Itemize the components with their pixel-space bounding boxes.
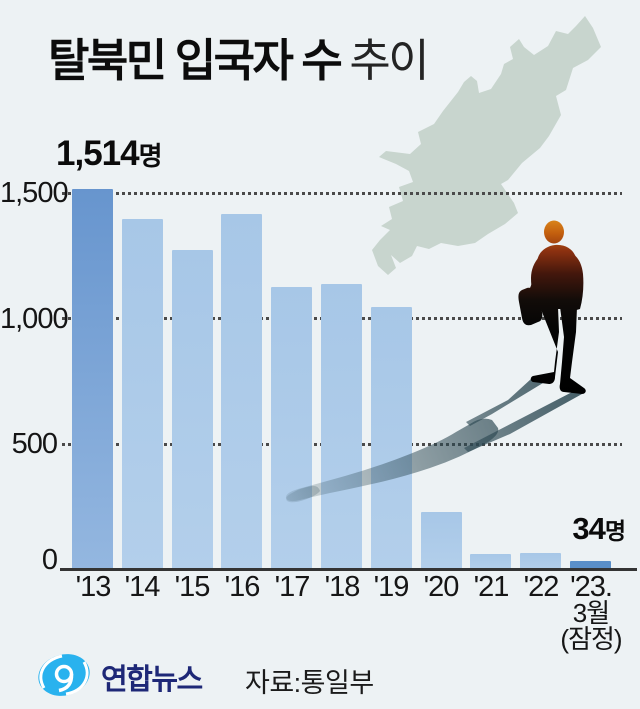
x-tick-label: '23. (570, 571, 613, 603)
bar (520, 553, 561, 570)
shadow-leg-streak (466, 379, 543, 426)
axis-baseline (60, 568, 637, 571)
bar (72, 189, 113, 570)
long-shadow (285, 379, 582, 503)
yonhap-logo-icon (38, 654, 90, 696)
x-tick-label: '22 (523, 571, 560, 603)
bar (421, 512, 462, 570)
page-title-sub: 추이 (349, 35, 429, 86)
x-tick: '15 (157, 571, 227, 603)
x-tick-label: '17 (274, 571, 311, 603)
value-label-last: 34명 (552, 511, 626, 547)
x-tick-label: '18 (324, 571, 361, 603)
bar (271, 287, 312, 570)
bar (122, 219, 163, 570)
bar (371, 307, 412, 570)
figure-left-leg (530, 307, 559, 384)
bar (221, 214, 262, 570)
shadow-body (285, 418, 499, 502)
x-tick-label: '14 (124, 571, 161, 603)
yonhap-logo-text: 연합뉴스 (101, 664, 203, 696)
x-tick-label: '21 (473, 571, 510, 603)
page-title-main: 탈북민 입국자 수 (48, 35, 343, 86)
x-tick-sublabel: 3월 (572, 598, 610, 628)
x-tick-sublabel: (잠정) (560, 624, 622, 654)
x-tick-label: '15 (174, 571, 211, 603)
y-tick-label: 500 (11, 428, 58, 461)
defector-silhouette (518, 220, 586, 394)
bar (570, 561, 611, 570)
x-tick-label: '20 (423, 571, 460, 603)
figure-right-arm (569, 252, 584, 311)
x-tick: '13 (58, 571, 128, 603)
x-tick: '19 (356, 571, 426, 603)
x-tick: '16 (207, 571, 277, 603)
bar (470, 554, 511, 570)
value-last-unit: 명 (604, 518, 626, 544)
x-tick: '14 (107, 571, 177, 603)
x-tick: '23. 3월 (잠정) (556, 571, 626, 654)
y-tick-label: 0 (41, 544, 58, 576)
y-tick-label: 1,000 (0, 302, 69, 335)
gridline (62, 191, 622, 195)
figure-bag (518, 287, 543, 326)
x-tick: '22 (506, 571, 576, 603)
x-tick-label: '13 (75, 571, 112, 603)
north-korea-map (372, 16, 601, 275)
x-tick: '17 (257, 571, 327, 603)
y-tick-label: 1,500 (0, 177, 69, 209)
north-korea-map-shape (372, 16, 601, 275)
bar (172, 250, 213, 570)
x-tick: '20 (406, 571, 476, 603)
x-tick: '18 (307, 571, 377, 603)
figure-head (544, 220, 564, 244)
source-label: 자료:통일부 (245, 668, 374, 698)
figure-right-leg (559, 307, 586, 394)
x-tick: '21 (456, 571, 526, 603)
value-label-first: 1,514명 (56, 134, 163, 174)
value-first-number: 1,514 (56, 134, 140, 173)
figure-bag-strap (528, 258, 548, 296)
value-last-number: 34 (572, 511, 605, 546)
shadow-head (286, 485, 320, 503)
value-first-unit: 명 (138, 141, 163, 171)
x-tick-label: '19 (373, 571, 410, 603)
page-title: 탈북민 입국자 수 추이 (48, 24, 430, 89)
x-tick-label: '16 (224, 571, 261, 603)
bar (321, 284, 362, 570)
